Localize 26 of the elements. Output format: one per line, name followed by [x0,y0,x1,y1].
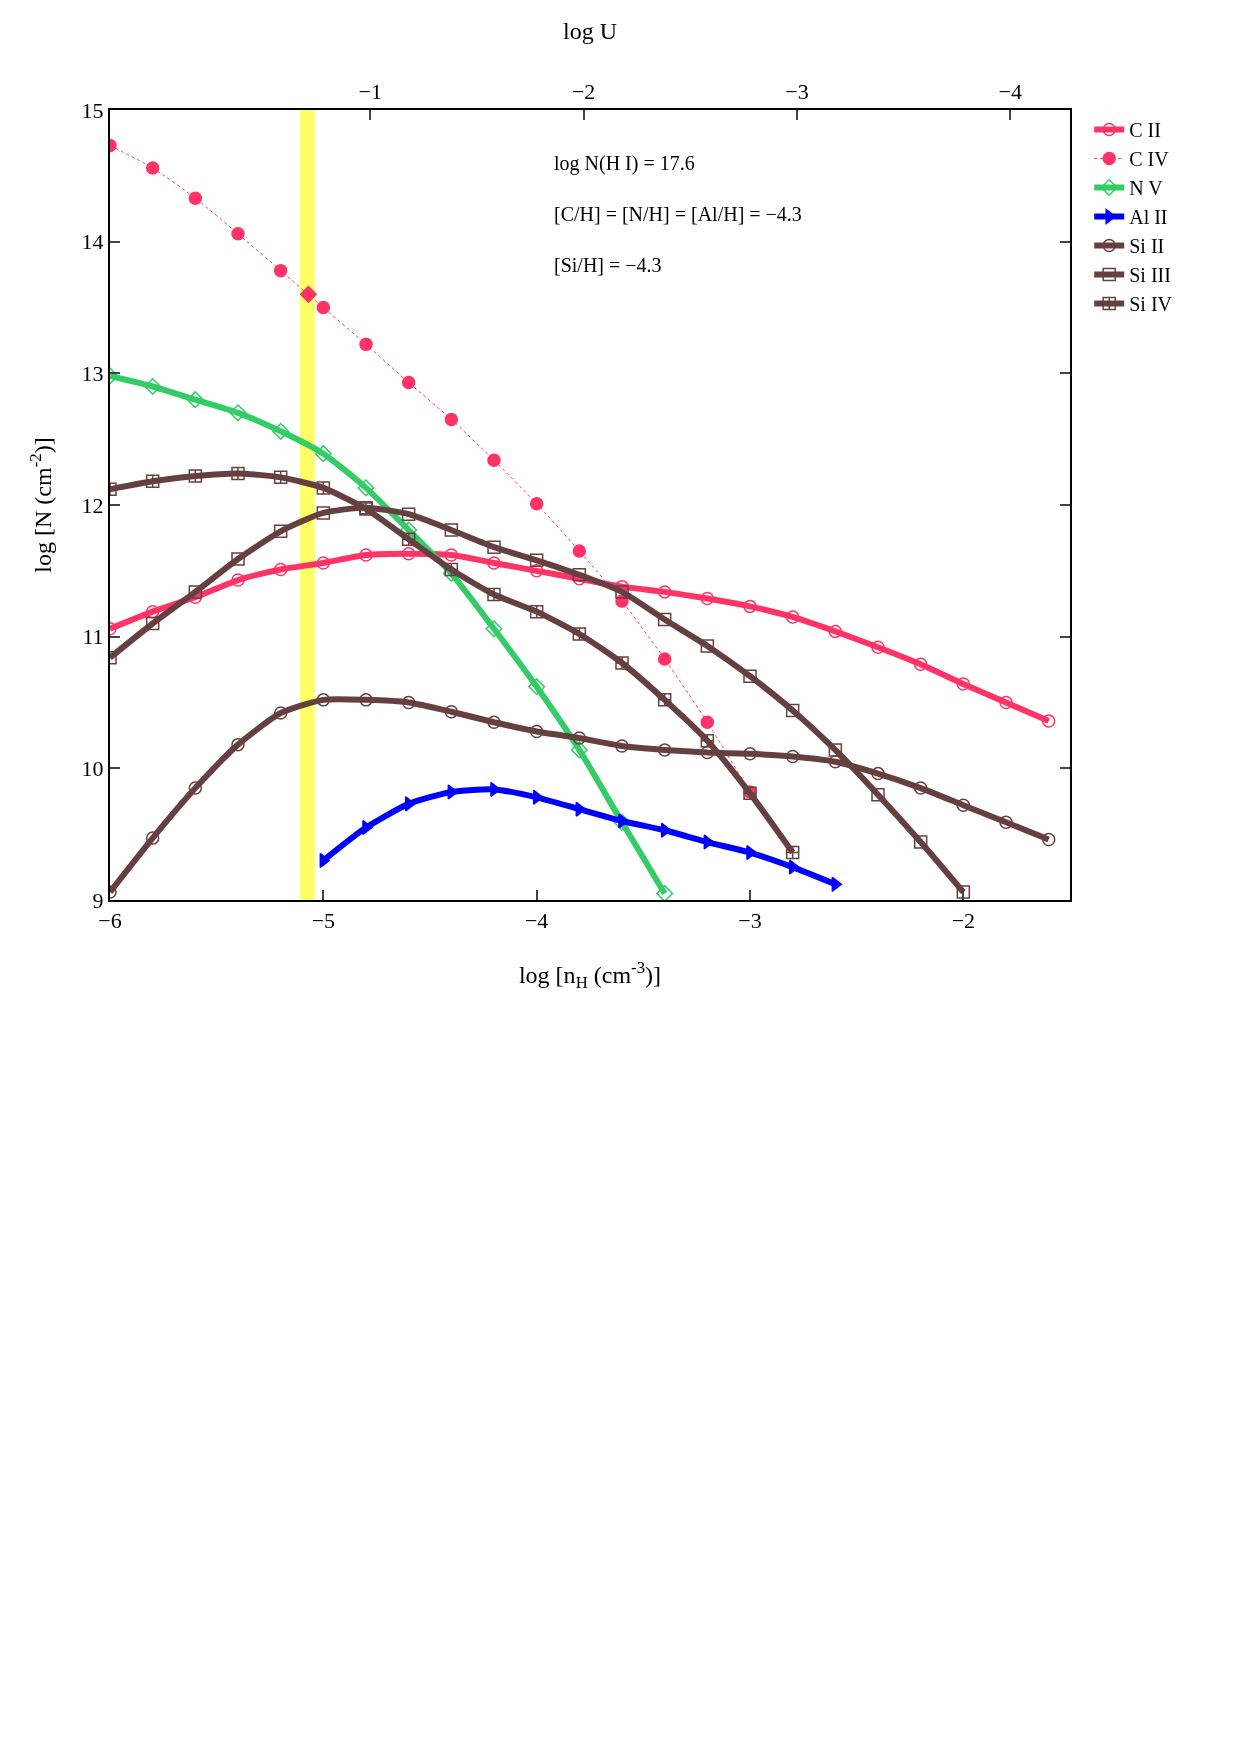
legend-label: Si III [1129,264,1171,287]
x-tick-label: −4 [524,908,549,934]
x-tick-label: −3 [738,908,762,934]
legend-label: N V [1129,177,1164,200]
x-axis-title: log [n$_{H}$ (cm$^{-3}$)] [518,957,662,993]
x2-tick-label: −1 [358,79,382,105]
y-tick-label: 12 [81,492,104,518]
x-tick-label: −2 [951,908,976,934]
y-tick-label: 15 [81,97,104,123]
y-tick-label: 13 [81,361,104,387]
annotation: [Si/H] = −4.3 [554,254,662,276]
legend-label: Si II [1129,235,1165,258]
y-tick-label: 10 [81,756,104,782]
x2-tick-label: −2 [571,79,596,105]
legend-label: C IV [1129,148,1170,171]
x-tick-label: −5 [311,908,336,934]
legend-label: Si IV [1129,293,1173,316]
y-tick-label: 14 [81,229,104,255]
x2-axis-title: log U [563,18,617,44]
x2-tick-label: −4 [998,79,1022,105]
annotation: [C/H] = [N/H] = [Al/H] = −4.3 [554,203,802,225]
legend-label: Al II [1129,206,1168,229]
annotation: log N(H I) = 17.6 [554,152,695,175]
y-tick-label: 11 [82,624,104,650]
x2-tick-label: −3 [785,79,809,105]
legend-label: C II [1129,119,1161,142]
